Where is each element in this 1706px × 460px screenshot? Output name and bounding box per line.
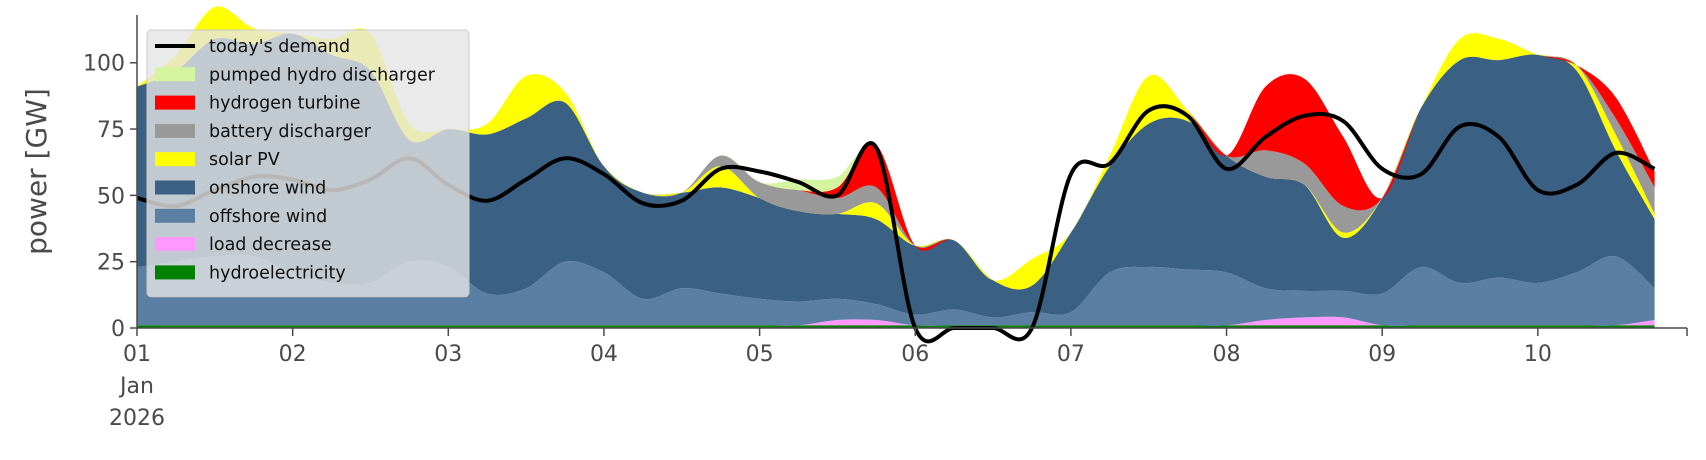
legend-label: offshore wind: [209, 207, 327, 227]
legend-swatch: [155, 237, 195, 252]
area-onshore-wind: [137, 33, 1655, 318]
legend-swatch: [155, 123, 195, 138]
x-tick-label: 04: [590, 342, 618, 367]
x-tick-label: 07: [1057, 342, 1085, 367]
legend-item-hydroelectricity: hydroelectricity: [155, 263, 346, 283]
y-tick-label: 0: [111, 317, 125, 342]
x-tick-label: 08: [1213, 342, 1241, 367]
legend-swatch: [155, 67, 195, 82]
x-tick-label: 01: [123, 342, 151, 367]
y-ticks: 0 25 50 75 100: [83, 52, 137, 342]
legend-label: hydroelectricity: [209, 263, 346, 283]
y-tick-label: 75: [97, 118, 125, 143]
legend-swatch: [155, 152, 195, 167]
legend-item-onshore-wind: onshore wind: [155, 179, 326, 199]
legend-swatch: [155, 265, 195, 280]
legend-item-pumped-hydro-discharger: pumped hydro discharger: [155, 65, 436, 85]
legend-label: onshore wind: [209, 179, 326, 199]
x-ticks: 01 Jan 2026 02 03 04 05 06 07 08 09 10: [109, 328, 1688, 431]
legend-item-offshore-wind: offshore wind: [155, 207, 327, 227]
legend-swatch: [155, 208, 195, 223]
y-axis: 0 25 50 75 100 power [GW]: [20, 15, 138, 342]
x-tick-sublabel: Jan: [118, 374, 154, 399]
legend-item-load-decrease: load decrease: [155, 235, 332, 255]
legend-swatch: [155, 95, 195, 110]
area-offshore-wind: [137, 254, 1655, 326]
legend: today's demand pumped hydro discharger hyd…: [146, 29, 470, 298]
y-axis-label: power [GW]: [20, 88, 53, 255]
x-tick-label: 03: [434, 342, 462, 367]
legend-swatch: [155, 180, 195, 195]
x-tick-label: 05: [746, 342, 774, 367]
legend-label: today's demand: [209, 37, 350, 57]
legend-item-today-s-demand: today's demand: [155, 37, 350, 57]
area-load-decrease: [137, 316, 1655, 326]
legend-items: today's demand pumped hydro discharger hyd…: [155, 37, 436, 283]
x-tick-label: 09: [1368, 342, 1396, 367]
y-tick-label: 100: [83, 52, 125, 77]
x-tick-sublabel: 2026: [109, 406, 165, 431]
x-tick-label: 10: [1524, 342, 1552, 367]
x-axis: 01 Jan 2026 02 03 04 05 06 07 08 09 10: [109, 327, 1688, 431]
legend-label: hydrogen turbine: [209, 94, 361, 114]
x-tick-label: 02: [279, 342, 307, 367]
y-tick-label: 50: [97, 184, 125, 209]
legend-item-solar-pv: solar PV: [155, 150, 280, 170]
legend-item-battery-discharger: battery discharger: [155, 122, 372, 142]
legend-box: [146, 29, 470, 298]
legend-item-hydrogen-turbine: hydrogen turbine: [155, 94, 361, 114]
x-tick-label: 06: [901, 342, 929, 367]
legend-label: load decrease: [209, 235, 332, 255]
legend-label: battery discharger: [209, 122, 372, 142]
legend-label: pumped hydro discharger: [209, 65, 436, 85]
legend-label: solar PV: [209, 150, 280, 170]
y-tick-label: 25: [97, 251, 125, 276]
